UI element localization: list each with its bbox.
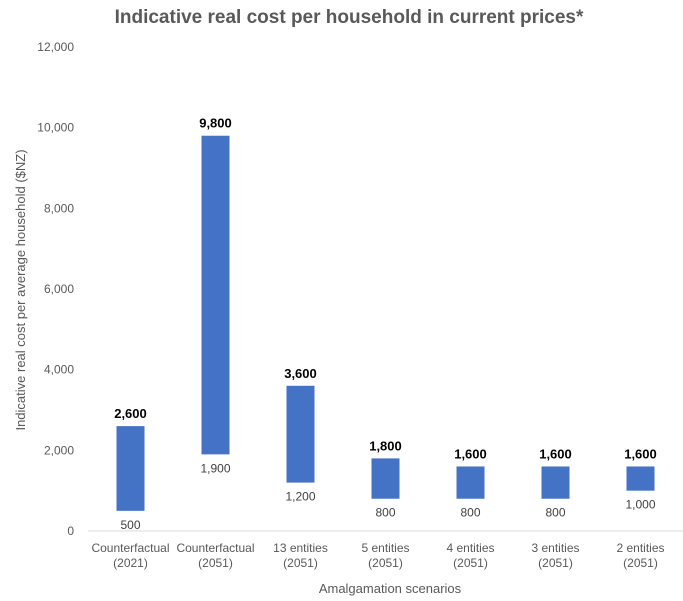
category-sublabel: (2051) [283,556,318,570]
category-label: Counterfactual [176,541,254,555]
category-label: 3 entities [531,541,579,555]
x-axis-categories: Counterfactual(2021)Counterfactual(2051)… [91,541,664,570]
y-tick-label: 4,000 [44,363,74,377]
y-tick-label: 10,000 [37,121,74,135]
high-value-label: 9,800 [199,116,232,131]
y-tick-label: 8,000 [44,201,74,215]
high-value-label: 1,800 [369,438,402,453]
category-label: 4 entities [446,541,494,555]
y-axis-ticks: 0 2,000 4,000 6,000 8,000 10,000 12,000 [37,40,74,538]
category-label: Counterfactual [91,541,169,555]
high-value-label: 1,600 [624,446,657,461]
chart-title: Indicative real cost per household in cu… [115,7,584,28]
range-bar [116,426,145,511]
low-value-label: 500 [120,518,140,532]
category-label: 13 entities [273,541,328,555]
high-value-label: 2,600 [114,406,147,421]
low-value-label: 1,200 [285,490,315,504]
x-axis-title: Amalgamation scenarios [319,581,462,596]
low-value-label: 800 [545,506,565,520]
category-sublabel: (2021) [113,556,148,570]
range-bar [201,135,230,455]
category-sublabel: (2051) [538,556,573,570]
high-value-label: 1,600 [539,446,572,461]
category-sublabel: (2051) [368,556,403,570]
high-value-label: 1,600 [454,446,487,461]
range-bar [626,466,655,491]
low-value-label: 1,000 [625,498,655,512]
y-tick-label: 0 [67,524,74,538]
category-sublabel: (2051) [623,556,658,570]
range-bar [456,466,485,499]
low-value-label: 1,900 [200,461,230,475]
high-value-label: 3,600 [284,366,317,381]
y-tick-label: 2,000 [44,443,74,457]
y-tick-label: 12,000 [37,40,74,54]
y-tick-label: 6,000 [44,282,74,296]
category-sublabel: (2051) [198,556,233,570]
range-bar [371,458,400,499]
bars: 2,600 500 9,800 1,900 3,600 1,200 1,800 800 1,60… [114,116,657,532]
category-sublabel: (2051) [453,556,488,570]
low-value-label: 800 [460,506,480,520]
range-bar [541,466,570,499]
range-bar [286,385,315,483]
category-label: 5 entities [361,541,409,555]
category-label: 2 entities [616,541,664,555]
y-axis-title: Indicative real cost per average househo… [13,149,28,430]
low-value-label: 800 [375,506,395,520]
